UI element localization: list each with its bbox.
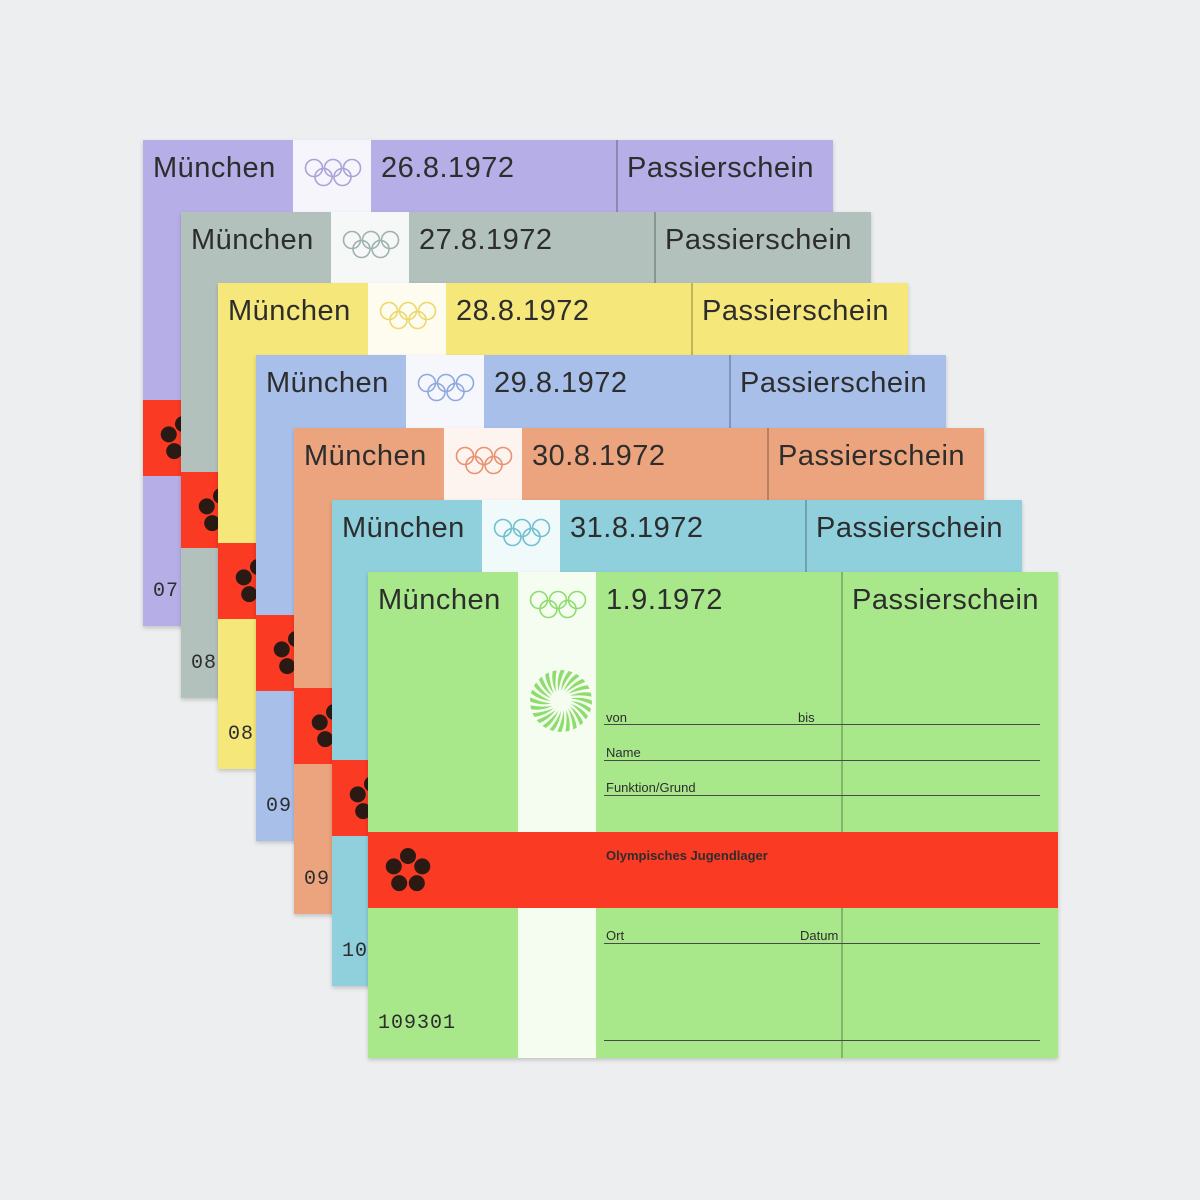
serial-number: 10: [342, 940, 369, 963]
band-text: Olympisches Jugendlager: [606, 848, 768, 863]
flower-emblem-icon: [385, 848, 431, 892]
olympic-rings-icon: [379, 301, 437, 330]
white-column: [518, 572, 596, 1058]
pass-title: Passierschein: [627, 152, 815, 184]
serial-number: 09: [266, 795, 293, 818]
date-label: 26.8.1972: [381, 152, 515, 184]
date-label: 31.8.1972: [570, 512, 704, 544]
form-line[interactable]: [604, 943, 1040, 944]
rings-mark: [342, 230, 400, 265]
rings-mark: [304, 158, 362, 193]
rings-mark: [493, 518, 551, 553]
serial-number: 07: [153, 580, 180, 603]
form-line[interactable]: [604, 760, 1040, 761]
field-label-funktion: Funktion/Grund: [606, 780, 696, 795]
serial-number: 08: [191, 652, 218, 675]
rings-mark: [417, 373, 475, 408]
serial-number: 08: [228, 723, 255, 746]
city-label: München: [153, 152, 276, 184]
olympic-rings-icon: [529, 590, 587, 619]
field-label-ort: Ort: [606, 928, 625, 943]
city-label: München: [378, 584, 501, 616]
city-label: München: [228, 295, 351, 327]
radiant-sun-emblem-icon: [530, 670, 592, 732]
pass-title: Passierschein: [816, 512, 1004, 544]
red-band: [368, 832, 1058, 908]
city-label: München: [342, 512, 465, 544]
field-label-datum: Datum: [800, 928, 839, 943]
serial-number: 109301: [378, 1012, 457, 1035]
pass-title: Passierschein: [665, 224, 853, 256]
tear-line: [841, 572, 843, 1058]
olympic-rings-icon: [304, 158, 362, 187]
rings-mark: [379, 301, 437, 336]
city-label: München: [304, 440, 427, 472]
serial-number: 09: [304, 868, 331, 891]
city-label: München: [191, 224, 314, 256]
olympic-rings-icon: [342, 230, 400, 259]
rings-mark: [455, 446, 513, 481]
form-line[interactable]: [604, 724, 1040, 725]
city-label: München: [266, 367, 389, 399]
field-label-name: Name: [606, 745, 641, 760]
date-label: 28.8.1972: [456, 295, 590, 327]
date-label: 29.8.1972: [494, 367, 628, 399]
date-label: 1.9.1972: [606, 584, 723, 616]
pass-title: Passierschein: [852, 584, 1040, 616]
form-line[interactable]: [604, 1040, 1040, 1041]
pass-title: Passierschein: [778, 440, 966, 472]
rings-mark: [529, 590, 587, 625]
sun-emblem: [528, 668, 594, 739]
olympic-rings-icon: [455, 446, 513, 475]
form-line[interactable]: [604, 795, 1040, 796]
pass-title: Passierschein: [702, 295, 890, 327]
date-label: 27.8.1972: [419, 224, 553, 256]
flower-emblem: [380, 844, 436, 903]
pass-card-7: München 1.9.1972 Passierschein 109301 von bis…: [368, 572, 1058, 1058]
date-label: 30.8.1972: [532, 440, 666, 472]
olympic-rings-icon: [417, 373, 475, 402]
field-label-von: von: [606, 710, 627, 725]
olympic-rings-icon: [493, 518, 551, 547]
field-label-bis: bis: [798, 710, 815, 725]
pass-title: Passierschein: [740, 367, 928, 399]
